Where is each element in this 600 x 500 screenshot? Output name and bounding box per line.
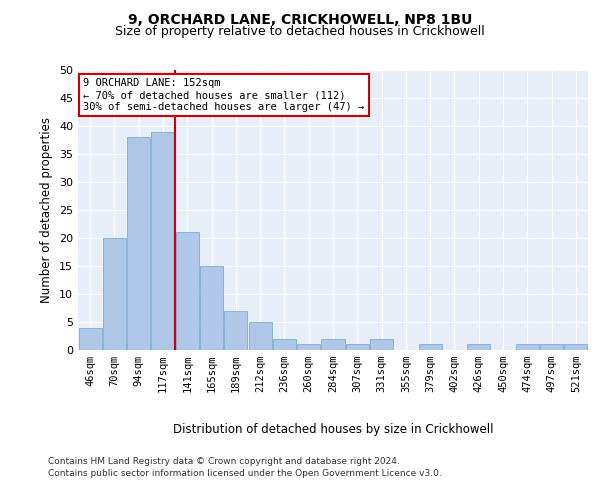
Text: 9, ORCHARD LANE, CRICKHOWELL, NP8 1BU: 9, ORCHARD LANE, CRICKHOWELL, NP8 1BU	[128, 12, 472, 26]
Text: Size of property relative to detached houses in Crickhowell: Size of property relative to detached ho…	[115, 25, 485, 38]
Bar	[127, 137, 150, 350]
Y-axis label: Number of detached properties: Number of detached properties	[40, 117, 53, 303]
Bar	[248, 322, 272, 350]
Bar	[200, 266, 223, 350]
Bar	[565, 344, 587, 350]
Bar	[467, 344, 490, 350]
Bar	[224, 311, 247, 350]
Bar	[176, 232, 199, 350]
Bar	[297, 344, 320, 350]
Bar	[419, 344, 442, 350]
Bar	[322, 339, 344, 350]
Bar	[370, 339, 393, 350]
Text: Contains HM Land Registry data © Crown copyright and database right 2024.: Contains HM Land Registry data © Crown c…	[48, 458, 400, 466]
Bar	[346, 344, 369, 350]
Bar	[103, 238, 126, 350]
Bar	[540, 344, 563, 350]
Bar	[151, 132, 175, 350]
Text: Contains public sector information licensed under the Open Government Licence v3: Contains public sector information licen…	[48, 469, 442, 478]
Text: Distribution of detached houses by size in Crickhowell: Distribution of detached houses by size …	[173, 422, 493, 436]
Bar	[516, 344, 539, 350]
Bar	[273, 339, 296, 350]
Text: 9 ORCHARD LANE: 152sqm
← 70% of detached houses are smaller (112)
30% of semi-de: 9 ORCHARD LANE: 152sqm ← 70% of detached…	[83, 78, 364, 112]
Bar	[79, 328, 101, 350]
